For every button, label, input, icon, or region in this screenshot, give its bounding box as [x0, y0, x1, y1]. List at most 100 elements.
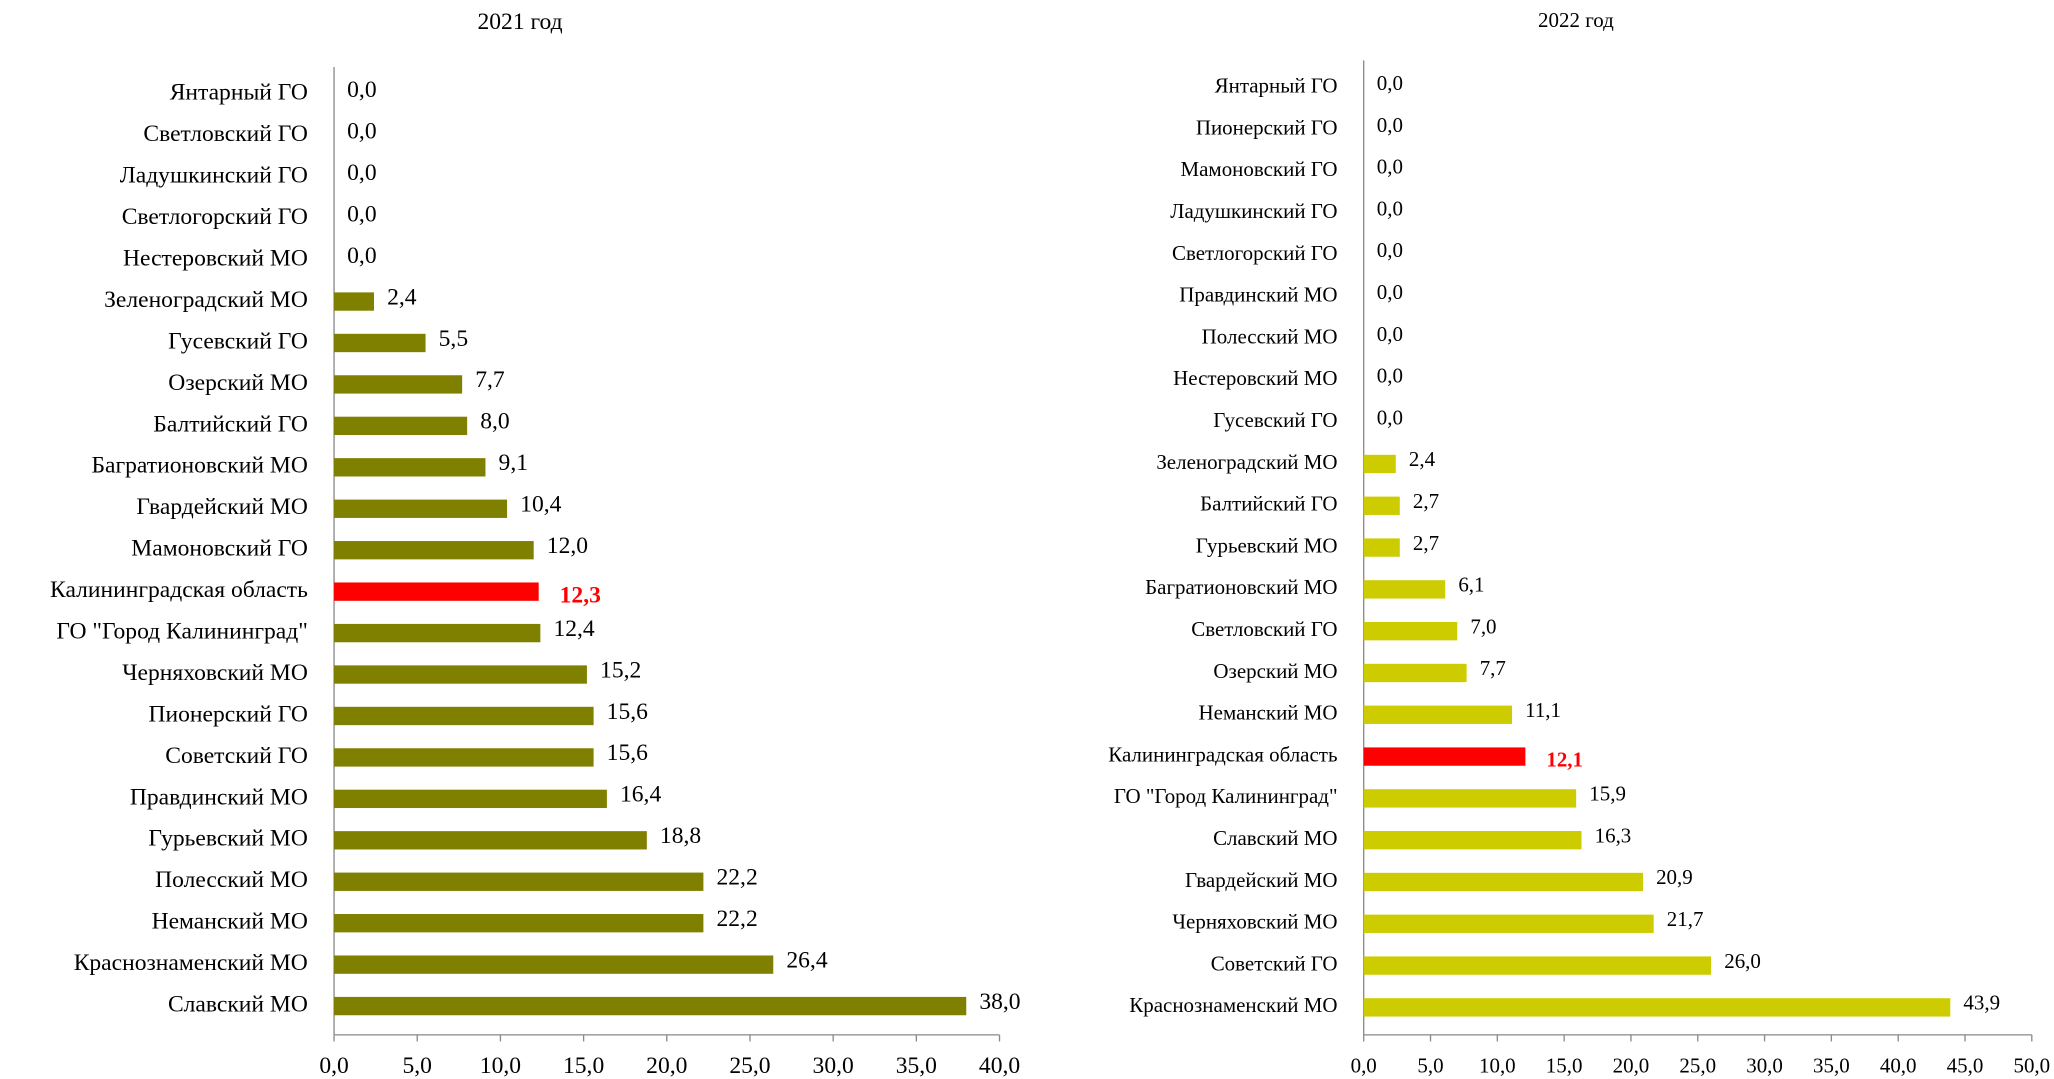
x-tick-label: 0,0 — [319, 1053, 348, 1079]
value-label: 18,8 — [660, 823, 701, 849]
bar — [334, 706, 594, 726]
category-label: Янтарный ГО — [1215, 74, 1338, 98]
x-tick-label: 25,0 — [729, 1053, 770, 1079]
bar — [1363, 705, 1513, 724]
category-label: Черняховский МО — [1172, 910, 1337, 934]
category-label: Светловский ГО — [143, 121, 307, 147]
value-label: 43,9 — [1963, 991, 2000, 1015]
value-label: 0,0 — [1377, 113, 1403, 137]
value-label: 0,0 — [1377, 405, 1403, 429]
category-label: Озерский МО — [168, 370, 308, 396]
chart: 2021 год 0,0 5,0 10,0 15,0 20,0 25,0 30,0 35,0 40… — [50, 9, 1021, 1079]
category-label: Краснознаменский МО — [1129, 993, 1337, 1017]
category-label: Светловский ГО — [1191, 617, 1337, 641]
bar — [1363, 663, 1467, 683]
value-label: 2,4 — [1409, 447, 1436, 471]
category-label: Советский ГО — [1211, 951, 1338, 975]
x-tick-label: 10,0 — [1479, 1053, 1516, 1077]
bar — [334, 541, 534, 560]
value-label: 12,3 — [560, 582, 601, 608]
value-label: 10,4 — [520, 492, 561, 518]
x-tick-label: 35,0 — [1813, 1053, 1850, 1077]
value-label: 0,0 — [1377, 364, 1403, 388]
category-label: Озерский МО — [1213, 659, 1337, 683]
bar — [334, 996, 967, 1016]
category-label: Светлогорский ГО — [1172, 241, 1338, 265]
bar — [334, 789, 607, 809]
value-label: 8,0 — [480, 409, 509, 435]
value-label: 5,5 — [439, 326, 468, 352]
bar — [334, 955, 774, 974]
bar — [334, 582, 539, 601]
x-tick-label: 30,0 — [1746, 1053, 1783, 1077]
charts: 2021 год 0,0 5,0 10,0 15,0 20,0 25,0 30,0 35,0 40… — [50, 8, 2050, 1079]
bar — [1363, 622, 1458, 641]
category-label: Неманский МО — [1199, 701, 1338, 725]
category-label: Светлогорский ГО — [122, 204, 308, 230]
bar — [1363, 496, 1400, 515]
category-label: Мамоновский ГО — [131, 536, 308, 562]
category-label: Гусевский ГО — [1213, 408, 1337, 432]
bar — [334, 416, 468, 436]
category-label: Полесский МО — [1202, 324, 1338, 348]
value-label: 0,0 — [347, 119, 376, 145]
x-tick-label: 5,0 — [1417, 1053, 1443, 1077]
chart-title: 2021 год — [477, 9, 562, 35]
value-label: 7,0 — [1470, 614, 1496, 638]
chart: 2022 год 0,0 5,0 10,0 15,0 20,0 25,0 30,0 35,0 40… — [1108, 8, 2050, 1077]
chart-title: 2022 год — [1538, 8, 1614, 32]
value-label: 2,7 — [1413, 531, 1439, 555]
bar — [334, 748, 594, 767]
category-label: Правдинский МО — [130, 784, 308, 810]
value-label: 26,4 — [786, 947, 827, 973]
x-tick-label: 45,0 — [1947, 1053, 1984, 1077]
value-label: 0,0 — [1377, 238, 1403, 262]
x-tick-label: 30,0 — [813, 1053, 854, 1079]
category-label: Калининградская область — [1108, 742, 1337, 766]
bar — [1363, 789, 1577, 808]
bar — [1363, 872, 1643, 892]
value-label: 12,4 — [553, 616, 594, 642]
value-label: 20,9 — [1656, 865, 1693, 889]
category-label: Гвардейский МО — [1185, 868, 1338, 892]
value-label: 26,0 — [1724, 949, 1761, 973]
bar — [1363, 580, 1446, 599]
x-tick-label: 25,0 — [1679, 1053, 1716, 1077]
x-tick-label: 10,0 — [480, 1053, 521, 1079]
category-label: Советский ГО — [165, 743, 308, 769]
category-label: Неманский МО — [152, 909, 308, 935]
category-label: Правдинский МО — [1179, 283, 1337, 307]
bar — [1363, 454, 1396, 474]
value-label: 12,1 — [1546, 748, 1583, 772]
x-tick-label: 5,0 — [403, 1053, 432, 1079]
x-tick-label: 20,0 — [646, 1053, 687, 1079]
category-label: Пионерский ГО — [149, 701, 308, 727]
x-tick-label: 40,0 — [1880, 1053, 1917, 1077]
category-label: Нестеровский МО — [1173, 366, 1337, 390]
value-label: 9,1 — [499, 450, 528, 476]
value-label: 7,7 — [1480, 656, 1506, 680]
bar — [334, 623, 541, 643]
category-label: Гвардейский МО — [136, 494, 308, 520]
x-tick-label: 15,0 — [1546, 1053, 1583, 1077]
bar — [1363, 538, 1400, 557]
value-label: 16,3 — [1595, 823, 1632, 847]
x-tick-label: 35,0 — [896, 1053, 937, 1079]
category-label: Нестеровский МО — [123, 246, 308, 272]
value-label: 15,6 — [607, 740, 648, 766]
value-label: 6,1 — [1458, 573, 1484, 597]
value-label: 11,1 — [1525, 698, 1561, 722]
value-label: 7,7 — [475, 367, 505, 393]
x-tick-label: 15,0 — [563, 1053, 604, 1079]
category-label: Багратионовский МО — [1145, 575, 1337, 599]
value-label: 0,0 — [347, 201, 376, 227]
value-label: 0,0 — [1377, 155, 1403, 179]
value-label: 15,6 — [607, 699, 648, 725]
bar — [1363, 914, 1654, 933]
bar — [1363, 956, 1712, 975]
value-label: 21,7 — [1667, 907, 1704, 931]
bar — [334, 292, 374, 311]
category-label: ГО "Город Калининград" — [1114, 784, 1338, 808]
x-tick-label: 50,0 — [2013, 1053, 2050, 1077]
bar — [334, 375, 463, 394]
